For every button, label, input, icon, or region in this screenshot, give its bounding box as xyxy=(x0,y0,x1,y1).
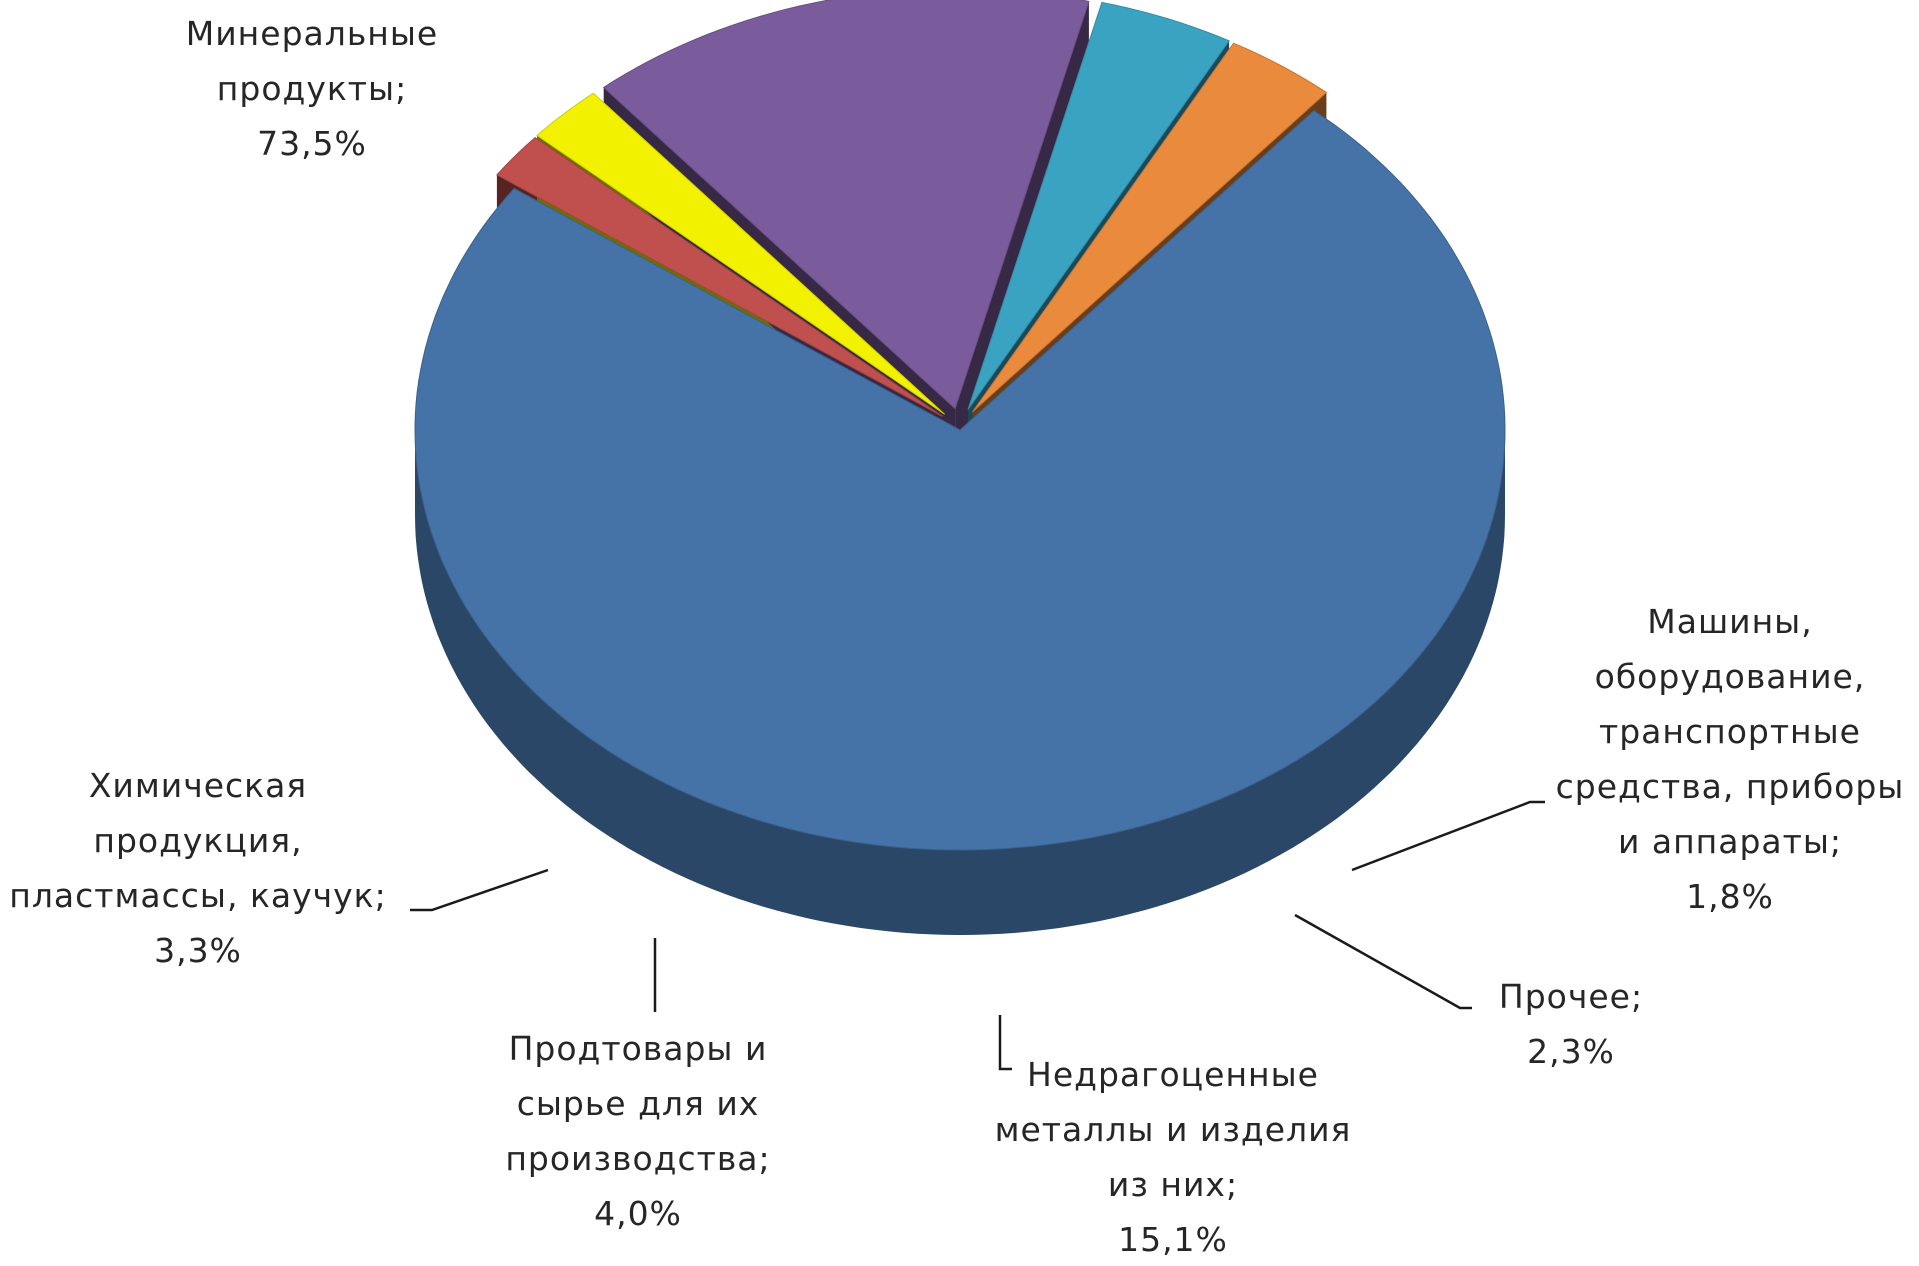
data-label-line: Продтовары и xyxy=(509,1029,768,1068)
leader-line xyxy=(998,1015,1012,1071)
data-label: Минеральные продукты; 73,5% xyxy=(186,14,438,163)
data-label-value: 2,3% xyxy=(1527,1032,1615,1071)
leader-line xyxy=(1351,800,1545,872)
data-label-line: пластмассы, каучук; xyxy=(9,876,386,915)
data-label-line: Недрагоценные xyxy=(1027,1055,1319,1094)
data-label: Химическая продукция, пластмассы, каучук; 3… xyxy=(9,766,386,970)
pie-slice xyxy=(972,42,1328,413)
data-label-line: Химическая xyxy=(89,766,307,805)
leader-line xyxy=(1294,913,1472,1010)
data-label-line: металлы и изделия xyxy=(995,1110,1352,1149)
data-label-line: продукция, xyxy=(93,821,302,860)
pie-slice xyxy=(496,136,943,417)
data-label-line: Машины, xyxy=(1647,602,1812,641)
data-label-line: из них; xyxy=(1108,1165,1238,1204)
pie-slice-tops xyxy=(414,0,1506,851)
leader-line xyxy=(410,868,549,912)
data-label: Недрагоценные металлы и изделия из них; 15,… xyxy=(995,1055,1352,1259)
data-label-value: 15,1% xyxy=(1118,1220,1228,1259)
pie-slice xyxy=(414,109,1506,851)
data-label-line: оборудование, xyxy=(1595,657,1866,696)
data-label-line: продукты; xyxy=(217,69,407,108)
data-label-line: Минеральные xyxy=(186,14,438,53)
label-leader-lines xyxy=(410,800,1545,1071)
data-labels: Минеральные продукты; 73,5% Машины, оборудов… xyxy=(9,14,1905,1259)
data-label-line: сырье для их xyxy=(517,1084,760,1123)
data-label: Продтовары и сырье для их производства; 4,0… xyxy=(505,1029,770,1233)
data-label-value: 73,5% xyxy=(257,124,367,163)
data-label-line: и аппараты; xyxy=(1618,822,1842,861)
data-label-line: средства, приборы xyxy=(1556,767,1905,806)
data-label-value: 3,3% xyxy=(154,931,242,970)
data-label-value: 4,0% xyxy=(594,1194,682,1233)
pie-slice xyxy=(536,92,945,415)
pie-slice xyxy=(602,0,1090,410)
data-label-line: Прочее; xyxy=(1499,977,1643,1016)
pie-slice xyxy=(967,1,1230,410)
data-label-value: 1,8% xyxy=(1686,877,1774,916)
data-label: Машины, оборудование, транспортные средства… xyxy=(1556,602,1905,916)
data-label-line: транспортные xyxy=(1599,712,1861,751)
data-label-line: производства; xyxy=(505,1139,770,1178)
data-label: Прочее; 2,3% xyxy=(1499,977,1643,1071)
pie-slice-side xyxy=(415,430,1505,935)
